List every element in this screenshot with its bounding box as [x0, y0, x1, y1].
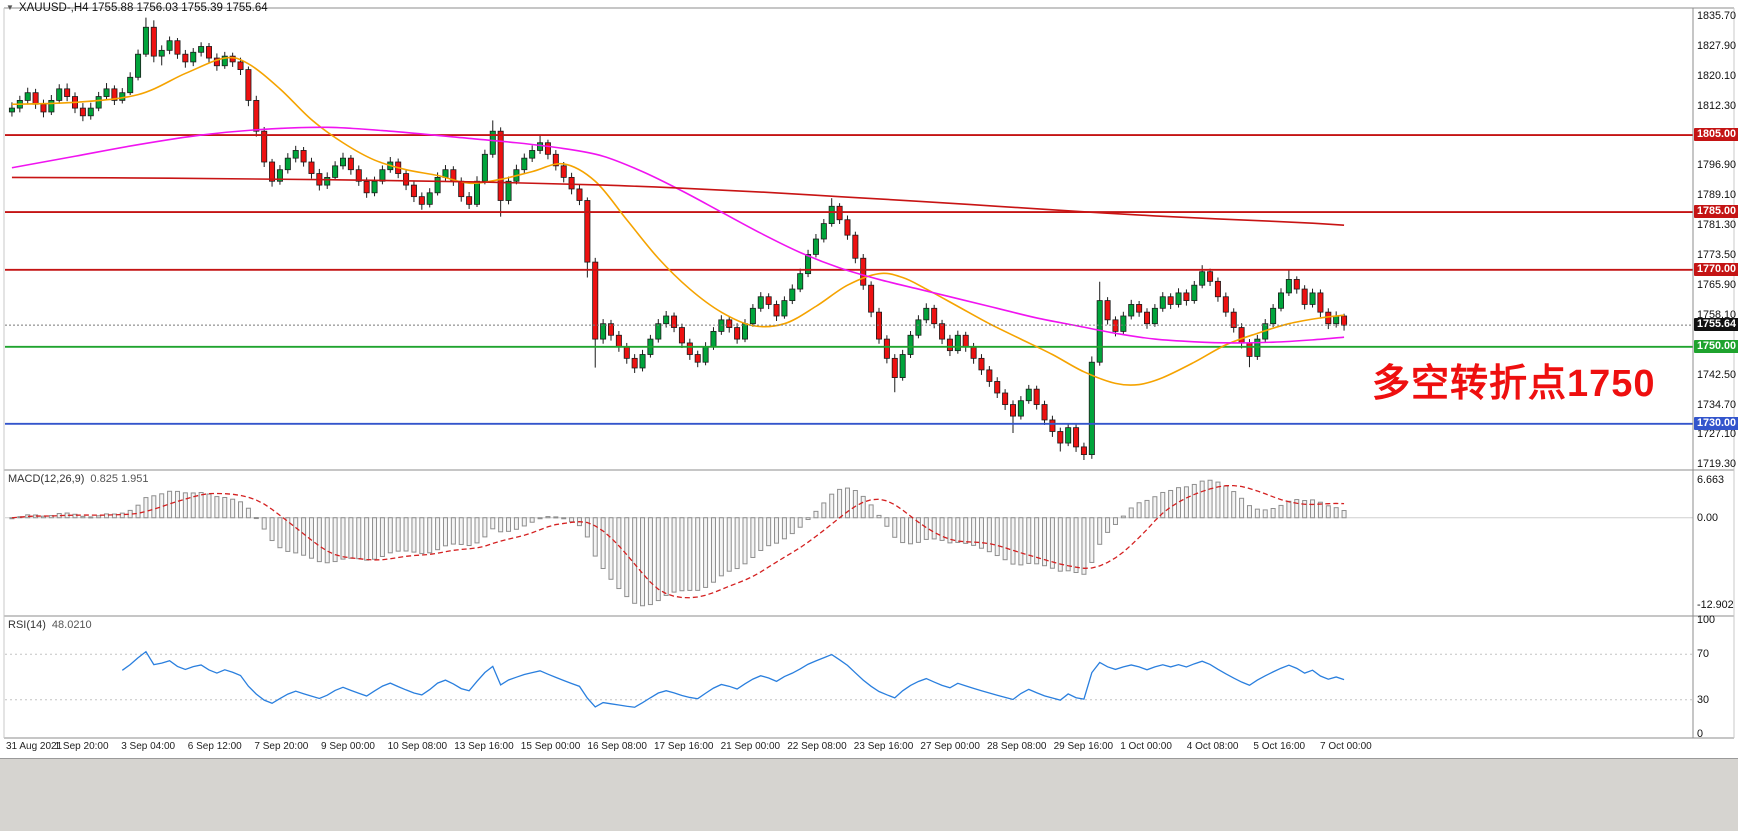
macd-axis-label: -12.902: [1697, 599, 1734, 611]
macd-values: 0.825 1.951: [90, 473, 149, 485]
price-tick-label: 1812.30: [1697, 99, 1737, 112]
rsi-axis-label: 70: [1697, 648, 1710, 661]
price-tick-label: 1789.10: [1697, 189, 1737, 202]
rsi-axis-label: 30: [1697, 693, 1710, 706]
candles-group: [8, 17, 1348, 460]
price-tick-label: 1719.30: [1697, 457, 1737, 470]
time-label: 7 Sep 20:00: [254, 741, 309, 752]
rsi-axis: 100 70 30 0: [1697, 0, 1738, 767]
time-label: 1 Oct 00:00: [1120, 741, 1172, 752]
macd-histogram: [9, 479, 1347, 607]
time-label: 15 Sep 00:00: [520, 741, 581, 752]
time-label: 10 Sep 08:00: [387, 741, 448, 752]
time-label: 28 Sep 08:00: [987, 741, 1047, 752]
price-level-chip: 1730.00: [1694, 416, 1738, 430]
price-tick-label: 1796.90: [1697, 159, 1737, 172]
macd-axis: 6.663 0.00 -12.902: [1697, 0, 1738, 767]
macd-indicator-label: MACD(12,26,9) 0.825 1.951: [8, 473, 149, 485]
price-tick-label: 1734.70: [1697, 398, 1737, 411]
time-label: 4 Oct 08:00: [1186, 741, 1239, 752]
price-tick-label: 1727.10: [1697, 427, 1737, 440]
time-label: 21 Sep 00:00: [720, 741, 781, 752]
rsi-axis-label: 0: [1697, 728, 1704, 740]
rsi-indicator-label: RSI(14) 48.0210: [8, 619, 92, 631]
price-tick-label: 1827.90: [1697, 39, 1737, 52]
price-level-chip: 1805.00: [1694, 128, 1738, 142]
price-tick-label: 1835.70: [1697, 9, 1737, 22]
ma-magenta: [11, 126, 1345, 344]
time-label: 29 Sep 16:00: [1053, 741, 1114, 752]
current-price-chip: 1755.64: [1694, 318, 1738, 332]
price-tick-label: 1820.10: [1697, 69, 1737, 82]
price-tick-label: 1773.50: [1697, 249, 1737, 262]
time-label: 5 Oct 16:00: [1253, 741, 1306, 752]
rsi-value: 48.0210: [51, 619, 92, 631]
annotation-text: 多空转折点1750: [1372, 363, 1656, 405]
rsi-line: [121, 650, 1345, 708]
time-label: 6 Sep 12:00: [187, 741, 242, 752]
time-label: 16 Sep 08:00: [587, 741, 647, 752]
ma-orange: [11, 56, 1345, 386]
time-label: 13 Sep 16:00: [454, 741, 514, 752]
time-label: 7 Oct 00:00: [1320, 741, 1372, 752]
price-tick-label: 1742.50: [1697, 368, 1737, 381]
price-tick-label: 1781.30: [1697, 219, 1737, 232]
price-level-chip: 1785.00: [1694, 205, 1738, 219]
time-axis[interactable]: 31 Aug 2021 1 Sep 20:00 3 Sep 04:00 6 Sep 1…: [0, 741, 1738, 757]
time-label: 3 Sep 04:00: [121, 741, 176, 752]
time-label: 27 Sep 00:00: [920, 741, 980, 752]
rsi-name: RSI(14): [8, 619, 46, 631]
macd-name: MACD(12,26,9): [8, 473, 85, 485]
price-tick-label: 1765.90: [1697, 278, 1737, 291]
footer-bar: [0, 758, 1738, 831]
macd-axis-label: 6.663: [1697, 474, 1725, 486]
time-label: 31 Aug 2021: [6, 741, 63, 752]
ma-red: [11, 176, 1345, 226]
time-label: 22 Sep 08:00: [787, 741, 847, 752]
rsi-axis-label: 100: [1697, 614, 1716, 626]
price-level-chip: 1750.00: [1694, 339, 1738, 353]
symbol-info: ▼ XAUUSD-,H4 1755.88 1756.03 1755.39 175…: [6, 0, 268, 15]
time-label: 17 Sep 16:00: [654, 741, 714, 752]
symbol-dropdown-icon[interactable]: ▼: [6, 2, 14, 12]
time-label: 9 Sep 00:00: [321, 741, 375, 752]
price-tick-label: 1758.10: [1697, 308, 1737, 321]
macd-axis-label: 0.00: [1697, 511, 1719, 524]
price-axis[interactable]: 1835.70 1827.90 1820.10 1812.30 1796.90 1789.…: [1694, 0, 1738, 767]
symbol-ohlc-text: XAUUSD-,H4 1755.88 1756.03 1755.39 1755.…: [18, 1, 268, 14]
time-label: 23 Sep 16:00: [853, 741, 914, 752]
macd-signal-line: [11, 484, 1345, 599]
time-label: 1 Sep 20:00: [54, 741, 109, 752]
price-level-chip: 1770.00: [1694, 262, 1738, 276]
